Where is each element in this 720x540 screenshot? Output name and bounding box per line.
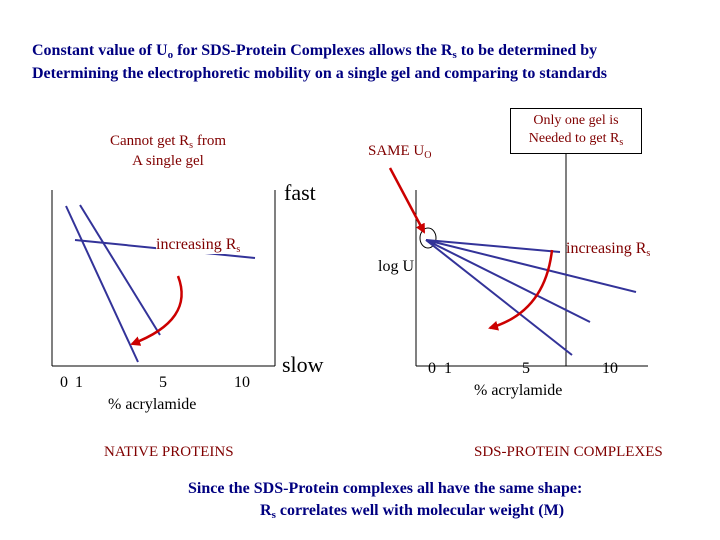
title-line-2: Determining the electrophoretic mobility…: [32, 65, 607, 82]
conclusion-line-2: Rs correlates well with molecular weight…: [260, 502, 565, 521]
right-tick-1: 1: [444, 360, 452, 377]
left-protein-line-1: [65, 205, 139, 363]
fast-label: fast: [284, 180, 316, 205]
left-protein-line-2: [79, 204, 161, 336]
title-line-1: Constant value of Uo for SDS-Protein Com…: [32, 42, 598, 61]
slide-title: Constant value of Uo for SDS-Protein Com…: [32, 40, 702, 85]
left-tick-5: 5: [159, 374, 167, 391]
sds-complexes-caption: SDS-PROTEIN COMPLEXES: [474, 444, 663, 460]
conclusion-line-1: Since the SDS-Protein complexes all have…: [188, 480, 583, 497]
conclusion-text: Since the SDS-Protein complexes all have…: [188, 478, 582, 523]
same-u-label: SAME UO: [368, 143, 432, 161]
left-increasing-arrow: [130, 275, 183, 346]
right-complex-line-2: [425, 239, 637, 293]
same-u-arrow: [388, 167, 426, 234]
right-tick-0: 0: [428, 360, 436, 377]
single-gel-note-box: [510, 108, 642, 154]
log-u-label: log U: [378, 258, 414, 275]
right-complex-line-3: [425, 239, 591, 323]
right-x-axis-label: % acrylamide: [474, 382, 563, 399]
box-note-text: Only one gel is Needed to get Rs: [528, 113, 624, 148]
native-proteins-caption: NATIVE PROTEINS: [104, 444, 234, 460]
right-complex-line-4: [425, 239, 573, 356]
left-tick-10: 10: [234, 374, 250, 391]
left-tick-1: 1: [75, 374, 83, 391]
convergence-point-marker: [419, 227, 437, 249]
right-tick-5: 5: [522, 360, 530, 377]
right-tick-10: 10: [602, 360, 618, 377]
slow-label: slow: [282, 352, 324, 377]
left-note: Cannot get Rs from A single gel: [110, 133, 226, 169]
left-tick-0: 0: [60, 374, 68, 391]
right-complex-line-1: [425, 239, 561, 253]
left-increasing-label: increasing Rs: [156, 236, 241, 255]
right-increasing-arrow: [488, 249, 554, 331]
left-x-axis-label: % acrylamide: [108, 396, 197, 413]
right-increasing-label: increasing Rs: [566, 240, 651, 259]
